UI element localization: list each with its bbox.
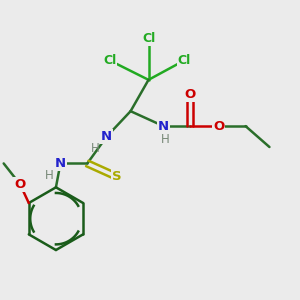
- Text: N: N: [55, 157, 66, 170]
- Text: Cl: Cl: [103, 54, 116, 67]
- Text: S: S: [112, 170, 122, 183]
- Text: H: H: [160, 133, 169, 146]
- Text: H: H: [91, 142, 100, 155]
- Text: O: O: [213, 120, 224, 133]
- Text: Cl: Cl: [178, 54, 191, 67]
- Text: H: H: [45, 169, 53, 182]
- Text: Cl: Cl: [142, 32, 155, 44]
- Text: O: O: [14, 178, 26, 191]
- Text: N: N: [158, 120, 169, 133]
- Text: O: O: [185, 88, 196, 101]
- Text: N: N: [101, 130, 112, 143]
